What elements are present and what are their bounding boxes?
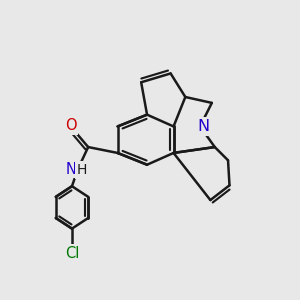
Text: N: N: [66, 162, 77, 177]
Text: Cl: Cl: [65, 246, 79, 261]
Text: N: N: [197, 119, 210, 134]
Text: O: O: [65, 118, 76, 133]
Text: H: H: [77, 163, 88, 177]
